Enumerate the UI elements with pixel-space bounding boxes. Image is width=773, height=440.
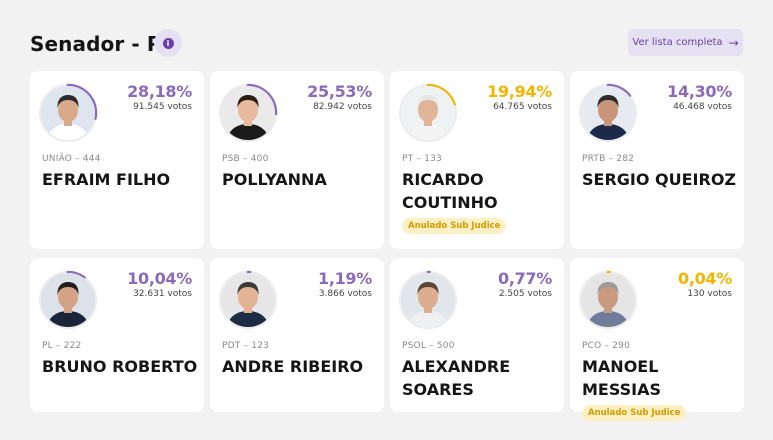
vote-count: 2.505 votos xyxy=(498,289,552,299)
vote-percentage: 19,94% xyxy=(487,82,552,101)
party-number: PL – 222 xyxy=(42,341,82,351)
avatar xyxy=(581,86,635,140)
avatar-progress xyxy=(398,270,458,330)
candidate-photo-icon xyxy=(581,86,635,140)
avatar-progress xyxy=(578,83,638,143)
avatar xyxy=(221,86,275,140)
avatar-progress xyxy=(578,270,638,330)
party-number: PSOL – 500 xyxy=(402,341,455,351)
page-title: Senador - PB xyxy=(30,32,177,56)
candidate-card[interactable]: 10,04% 32.631 votos PL – 222 BRUNO ROBERTO xyxy=(30,258,204,412)
candidate-card[interactable]: 0,04% 130 votos PCO – 290 MANOEL MESSIAS Anu… xyxy=(570,258,744,421)
candidate-card[interactable]: 1,19% 3.866 votos PDT – 123 ANDRE RIBEIRO xyxy=(210,258,384,412)
vote-count: 3.866 votos xyxy=(318,289,372,299)
vote-percentage: 1,19% xyxy=(317,269,372,288)
section-header: Senador - PB i Ver lista completa → xyxy=(30,28,743,62)
candidate-photo-icon xyxy=(41,273,95,327)
avatar xyxy=(401,273,455,327)
status-badge: Anulado Sub Judice xyxy=(402,218,507,234)
vote-percentage: 14,30% xyxy=(667,82,732,101)
party-number: UNIÃO – 444 xyxy=(42,154,101,164)
vote-share-ring xyxy=(398,83,458,143)
vote-share-ring xyxy=(578,270,638,330)
party-number: PSB – 400 xyxy=(222,154,269,164)
vote-percentage: 0,77% xyxy=(497,269,552,288)
vote-percentage: 25,53% xyxy=(307,82,372,101)
vote-count: 46.468 votos xyxy=(673,102,732,112)
vote-percentage: 28,18% xyxy=(127,82,192,101)
candidate-name: BRUNO ROBERTO xyxy=(42,357,198,376)
candidate-card[interactable]: 0,77% 2.505 votos PSOL – 500 ALEXANDRE SOAR… xyxy=(390,258,564,412)
candidate-name: ALEXANDRE SOARES xyxy=(402,357,511,399)
candidate-photo-icon xyxy=(221,86,275,140)
avatar xyxy=(221,273,275,327)
vote-share-ring xyxy=(218,83,278,143)
vote-percentage: 0,04% xyxy=(677,269,732,288)
full-list-label: Ver lista completa xyxy=(632,37,723,48)
info-icon: i xyxy=(162,37,174,49)
candidate-photo-icon xyxy=(401,86,455,140)
arrow-right-icon: → xyxy=(728,35,739,50)
vote-percentage: 10,04% xyxy=(127,269,192,288)
vote-count: 130 votos xyxy=(687,289,732,299)
vote-count: 64.765 votos xyxy=(493,102,552,112)
avatar-progress xyxy=(38,83,98,143)
avatar-progress xyxy=(218,270,278,330)
party-number: PDT – 123 xyxy=(222,341,270,351)
avatar xyxy=(401,86,455,140)
avatar xyxy=(41,86,95,140)
candidate-card[interactable]: 14,30% 46.468 votos PRTB – 282 SERGIO QUEIR… xyxy=(570,71,744,249)
vote-share-ring xyxy=(578,83,638,143)
avatar-progress xyxy=(38,270,98,330)
vote-count: 32.631 votos xyxy=(133,289,192,299)
candidate-card[interactable]: 19,94% 64.765 votos PT – 133 RICARDO COUTIN… xyxy=(390,71,564,249)
vote-share-ring xyxy=(218,270,278,330)
vote-count: 91.545 votos xyxy=(133,102,192,112)
full-list-button[interactable]: Ver lista completa → xyxy=(628,29,743,56)
candidate-card[interactable]: 25,53% 82.942 votos PSB – 400 POLLYANNA xyxy=(210,71,384,249)
vote-share-ring xyxy=(38,270,98,330)
party-number: PCO – 290 xyxy=(582,341,630,351)
candidate-name: POLLYANNA xyxy=(222,170,327,189)
candidate-photo-icon xyxy=(581,273,635,327)
vote-count: 82.942 votos xyxy=(313,102,372,112)
candidate-photo-icon xyxy=(401,273,455,327)
avatar xyxy=(41,273,95,327)
status-badge: Anulado Sub Judice xyxy=(582,405,687,421)
candidate-name: ANDRE RIBEIRO xyxy=(222,357,364,376)
vote-share-ring xyxy=(38,83,98,143)
vote-share-ring xyxy=(398,270,458,330)
candidate-name: SERGIO QUEIROZ xyxy=(582,170,737,189)
avatar xyxy=(581,273,635,327)
avatar-progress xyxy=(218,83,278,143)
info-button[interactable]: i xyxy=(154,29,182,57)
candidate-name: EFRAIM FILHO xyxy=(42,170,171,189)
candidate-photo-icon xyxy=(41,86,95,140)
party-number: PRTB – 282 xyxy=(582,154,635,164)
party-number: PT – 133 xyxy=(402,154,442,164)
candidate-name: RICARDO COUTINHO xyxy=(402,170,498,212)
avatar-progress xyxy=(398,83,458,143)
candidate-photo-icon xyxy=(221,273,275,327)
candidate-card[interactable]: 28,18% 91.545 votos UNIÃO – 444 EFRAIM FILH… xyxy=(30,71,204,249)
candidate-name: MANOEL MESSIAS xyxy=(582,357,662,399)
